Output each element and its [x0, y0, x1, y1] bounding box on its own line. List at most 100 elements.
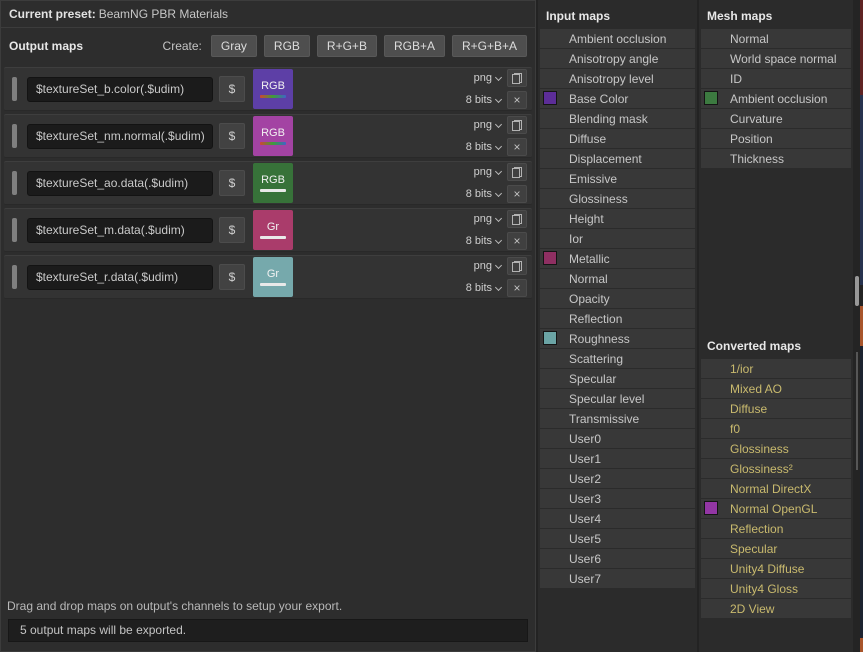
duplicate-row-button[interactable] [507, 69, 527, 87]
remove-row-button[interactable]: × [507, 185, 527, 203]
drag-handle[interactable] [12, 218, 17, 242]
map-item-reflection[interactable]: Reflection [540, 309, 695, 328]
map-item-ior[interactable]: Ior [540, 229, 695, 248]
output-header: Output maps Create: Gray RGB R+G+B RGB+A R+G… [1, 28, 535, 64]
map-item-base-color[interactable]: Base Color [540, 89, 695, 108]
map-item-ambient-occlusion[interactable]: Ambient occlusion [540, 29, 695, 48]
remove-row-button[interactable]: × [507, 279, 527, 297]
filename-input[interactable] [27, 123, 213, 149]
map-item-transmissive[interactable]: Transmissive [540, 409, 695, 428]
bit-depth-dropdown[interactable]: 8 bits [466, 188, 503, 200]
map-item-specular[interactable]: Specular [540, 369, 695, 388]
drag-handle[interactable] [12, 265, 17, 289]
create-gray-button[interactable]: Gray [210, 35, 257, 57]
map-item-user0[interactable]: User0 [540, 429, 695, 448]
map-item-metallic[interactable]: Metallic [540, 249, 695, 268]
map-item-roughness[interactable]: Roughness [540, 329, 695, 348]
map-item-user5[interactable]: User5 [540, 529, 695, 548]
map-item-position[interactable]: Position [701, 129, 851, 148]
map-item-id[interactable]: ID [701, 69, 851, 88]
bit-depth-dropdown[interactable]: 8 bits [466, 94, 503, 106]
map-item-normal[interactable]: Normal [701, 29, 851, 48]
map-item-curvature[interactable]: Curvature [701, 109, 851, 128]
create-rgb-a-button[interactable]: RGB+A [383, 35, 445, 57]
pattern-variable-button[interactable]: $ [219, 217, 245, 243]
pattern-variable-button[interactable]: $ [219, 123, 245, 149]
map-item-user2[interactable]: User2 [540, 469, 695, 488]
duplicate-row-button[interactable] [507, 210, 527, 228]
map-item-specular[interactable]: Specular [701, 539, 851, 558]
map-item-ambient-occlusion[interactable]: Ambient occlusion [701, 89, 851, 108]
pattern-variable-button[interactable]: $ [219, 170, 245, 196]
duplicate-row-button[interactable] [507, 257, 527, 275]
channel-swatch[interactable]: RGB [253, 163, 293, 203]
map-item-scattering[interactable]: Scattering [540, 349, 695, 368]
map-item-normal-opengl[interactable]: Normal OpenGL [701, 499, 851, 518]
drag-handle[interactable] [12, 77, 17, 101]
map-item-unity4-gloss[interactable]: Unity4 Gloss [701, 579, 851, 598]
channel-swatch[interactable]: Gr [253, 257, 293, 297]
create-r-g-b-a-button[interactable]: R+G+B+A [451, 35, 527, 57]
remove-row-button[interactable]: × [507, 232, 527, 250]
remove-row-button[interactable]: × [507, 91, 527, 109]
scrollbar-handle[interactable] [855, 276, 859, 306]
map-item-glossiness[interactable]: Glossiness² [701, 459, 851, 478]
map-item-anisotropy-angle[interactable]: Anisotropy angle [540, 49, 695, 68]
channel-swatch[interactable]: RGB [253, 116, 293, 156]
drag-handle[interactable] [12, 171, 17, 195]
map-item-normal[interactable]: Normal [540, 269, 695, 288]
pattern-variable-button[interactable]: $ [219, 264, 245, 290]
filename-input[interactable] [27, 170, 213, 196]
filename-input[interactable] [27, 76, 213, 102]
create-rgb-button[interactable]: RGB [263, 35, 310, 57]
map-item-thickness[interactable]: Thickness [701, 149, 851, 168]
map-item-diffuse[interactable]: Diffuse [540, 129, 695, 148]
filename-input[interactable] [27, 264, 213, 290]
map-item-label: User1 [569, 451, 602, 466]
format-dropdown[interactable]: png [474, 119, 503, 131]
duplicate-row-button[interactable] [507, 116, 527, 134]
map-item-unity4-diffuse[interactable]: Unity4 Diffuse [701, 559, 851, 578]
format-dropdown[interactable]: png [474, 260, 503, 272]
map-item-user6[interactable]: User6 [540, 549, 695, 568]
map-item-label: Normal [569, 271, 608, 286]
create-r-g-b-button[interactable]: R+G+B [316, 35, 377, 57]
map-item-user4[interactable]: User4 [540, 509, 695, 528]
map-item-specular-level[interactable]: Specular level [540, 389, 695, 408]
map-item-emissive[interactable]: Emissive [540, 169, 695, 188]
map-item-reflection[interactable]: Reflection [701, 519, 851, 538]
close-icon: × [513, 187, 521, 201]
map-item-opacity[interactable]: Opacity [540, 289, 695, 308]
map-item-world-space-normal[interactable]: World space normal [701, 49, 851, 68]
map-item-anisotropy-level[interactable]: Anisotropy level [540, 69, 695, 88]
map-item-normal-directx[interactable]: Normal DirectX [701, 479, 851, 498]
map-item-glossiness[interactable]: Glossiness [540, 189, 695, 208]
bit-depth-dropdown[interactable]: 8 bits [466, 235, 503, 247]
format-dropdown[interactable]: png [474, 213, 503, 225]
channel-swatch[interactable]: RGB [253, 69, 293, 109]
format-dropdown[interactable]: png [474, 72, 503, 84]
bit-depth-dropdown[interactable]: 8 bits [466, 141, 503, 153]
remove-row-button[interactable]: × [507, 138, 527, 156]
map-item-glossiness[interactable]: Glossiness [701, 439, 851, 458]
bit-depth-dropdown[interactable]: 8 bits [466, 282, 503, 294]
map-item-user3[interactable]: User3 [540, 489, 695, 508]
map-item-mixed-ao[interactable]: Mixed AO [701, 379, 851, 398]
pattern-variable-button[interactable]: $ [219, 76, 245, 102]
channel-swatch[interactable]: Gr [253, 210, 293, 250]
map-item-2d-view[interactable]: 2D View [701, 599, 851, 618]
map-item-diffuse[interactable]: Diffuse [701, 399, 851, 418]
map-item-height[interactable]: Height [540, 209, 695, 228]
map-item-displacement[interactable]: Displacement [540, 149, 695, 168]
drag-handle[interactable] [12, 124, 17, 148]
scrollbar-handle-thin[interactable] [856, 352, 858, 470]
map-item-user7[interactable]: User7 [540, 569, 695, 588]
format-dropdown[interactable]: png [474, 166, 503, 178]
map-item-f0[interactable]: f0 [701, 419, 851, 438]
map-item-1-ior[interactable]: 1/ior [701, 359, 851, 378]
map-item-user1[interactable]: User1 [540, 449, 695, 468]
map-item-label: Unity4 Diffuse [730, 561, 805, 576]
map-item-blending-mask[interactable]: Blending mask [540, 109, 695, 128]
filename-input[interactable] [27, 217, 213, 243]
duplicate-row-button[interactable] [507, 163, 527, 181]
